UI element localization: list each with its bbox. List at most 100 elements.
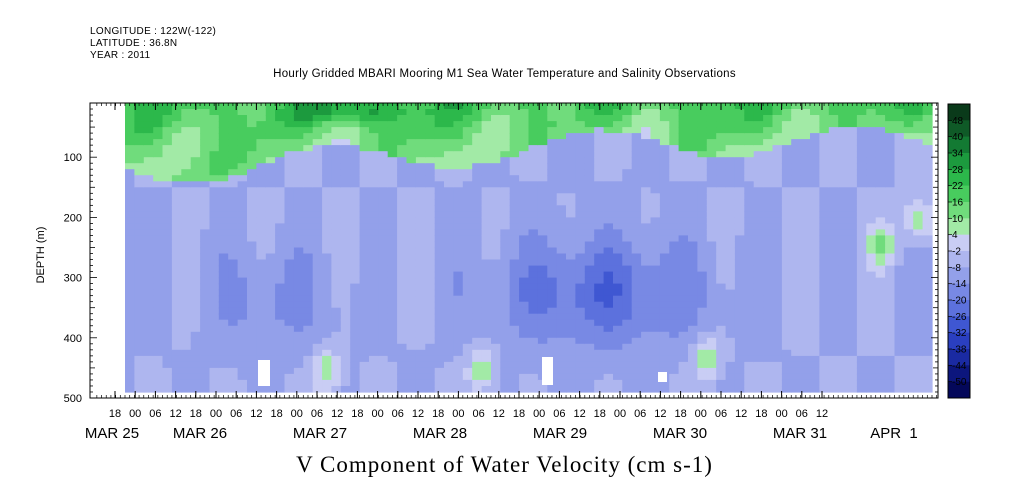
heatmap-cell <box>819 211 830 218</box>
heatmap-cell <box>322 157 333 164</box>
heatmap-cell <box>744 187 755 194</box>
heatmap-cell <box>256 121 267 128</box>
heatmap-cell <box>688 367 698 375</box>
heatmap-cell <box>125 223 135 230</box>
heatmap-cell <box>369 253 379 261</box>
heatmap-cell <box>200 169 211 176</box>
heatmap-cell <box>444 193 454 200</box>
heatmap-cell <box>556 379 567 387</box>
heatmap-cell <box>556 133 567 140</box>
heatmap-cell <box>134 175 145 182</box>
heatmap-cell <box>800 386 811 393</box>
heatmap-cell <box>293 169 304 176</box>
heatmap-cell <box>650 319 661 327</box>
heatmap-cell <box>509 109 520 116</box>
heatmap-cell <box>810 301 820 309</box>
heatmap-cell <box>810 193 820 200</box>
heatmap-cell <box>669 325 680 333</box>
heatmap-cell <box>781 337 792 345</box>
heatmap-cell <box>613 307 623 315</box>
heatmap-cell <box>200 199 211 206</box>
heatmap-cell <box>856 127 867 134</box>
heatmap-cell <box>622 103 633 110</box>
heatmap-cell <box>406 283 417 291</box>
heatmap-cell <box>734 205 745 212</box>
heatmap-cell <box>913 241 924 249</box>
heatmap-cell <box>781 373 792 381</box>
heatmap-cell <box>481 283 492 291</box>
heatmap-cell <box>894 247 905 255</box>
heatmap-cell <box>369 289 379 297</box>
colorbar-swatch <box>948 267 970 284</box>
heatmap-cell <box>688 331 698 339</box>
heatmap-cell <box>275 109 286 116</box>
heatmap-cell <box>162 247 173 255</box>
heatmap-cell <box>359 253 370 261</box>
heatmap-cell <box>838 211 849 218</box>
heatmap-cell <box>209 349 220 357</box>
heatmap-cell <box>537 349 548 357</box>
heatmap-cell <box>772 343 783 351</box>
heatmap-cell <box>509 307 520 315</box>
heatmap-cell <box>228 103 239 110</box>
heatmap-cell <box>200 331 211 339</box>
heatmap-cell <box>866 277 877 285</box>
heatmap-cell <box>434 307 445 315</box>
heatmap-cell <box>406 151 417 158</box>
heatmap-cell <box>247 355 257 363</box>
heatmap-cell <box>453 193 464 200</box>
heatmap-cell <box>350 307 361 315</box>
heatmap-cell <box>528 379 539 387</box>
heatmap-cell <box>509 187 520 194</box>
heatmap-cell <box>734 271 745 279</box>
heatmap-cell <box>171 151 182 158</box>
heatmap-cell <box>547 163 558 170</box>
heatmap-cell <box>594 271 605 279</box>
heatmap-cell <box>331 386 342 393</box>
heatmap-cell <box>856 223 867 230</box>
heatmap-cell <box>209 235 220 242</box>
heatmap-cell <box>781 229 792 236</box>
heatmap-cell <box>171 223 182 230</box>
heatmap-cell <box>800 205 811 212</box>
heatmap-cell <box>218 223 229 230</box>
heatmap-cell <box>819 319 830 327</box>
colorbar-swatch <box>948 234 970 252</box>
heatmap-cell <box>678 349 689 357</box>
heatmap-cell <box>134 145 145 152</box>
heatmap-cell <box>462 181 473 188</box>
heatmap-cell <box>162 127 173 134</box>
heatmap-cell <box>566 361 576 369</box>
heatmap-cell <box>369 121 379 128</box>
heatmap-cell <box>256 109 267 116</box>
heatmap-cell <box>256 193 267 200</box>
heatmap-cell <box>425 121 436 128</box>
heatmap-cell <box>378 313 389 321</box>
heatmap-cell <box>913 211 924 218</box>
colorbar-label: -8 <box>952 263 961 274</box>
heatmap-cell <box>584 229 595 236</box>
heatmap-cell <box>603 283 614 291</box>
heatmap-cell <box>500 175 511 182</box>
heatmap-cell <box>340 193 351 200</box>
heatmap-cell <box>763 355 774 363</box>
heatmap-cell <box>903 145 914 152</box>
heatmap-cell <box>922 223 933 230</box>
heatmap-cell <box>885 223 896 230</box>
heatmap-cell <box>491 235 501 242</box>
x-hour-tick-label: 18 <box>513 408 525 420</box>
heatmap-cell <box>772 289 783 297</box>
heatmap-cell <box>415 349 426 357</box>
heatmap-cell <box>716 187 727 194</box>
heatmap-cell <box>303 361 314 369</box>
heatmap-cell <box>171 307 182 315</box>
heatmap-cell <box>312 187 323 194</box>
heatmap-cell <box>528 133 539 140</box>
heatmap-cell <box>866 139 877 146</box>
heatmap-cell <box>228 217 239 224</box>
heatmap-cell <box>744 163 755 170</box>
heatmap-cell <box>838 373 849 381</box>
heatmap-cell <box>293 289 304 297</box>
heatmap-cell <box>322 127 333 134</box>
heatmap-cell <box>322 253 333 261</box>
